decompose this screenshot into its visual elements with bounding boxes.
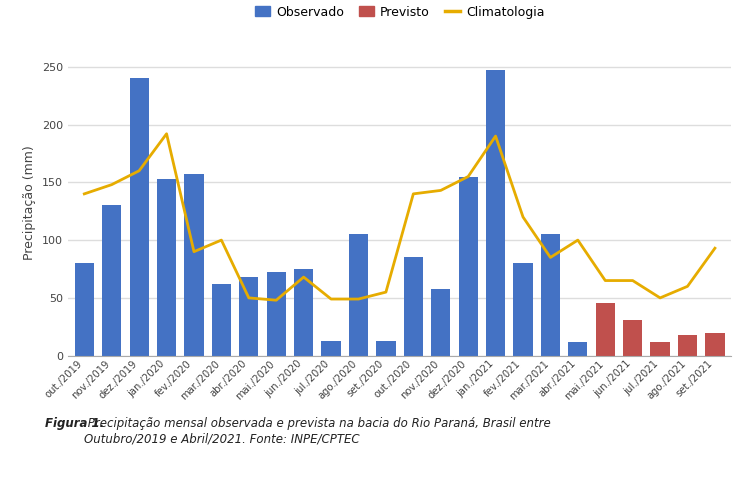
Bar	[376, 341, 396, 356]
Bar	[651, 342, 670, 356]
Bar	[294, 269, 313, 356]
Bar	[513, 263, 532, 356]
Bar	[157, 179, 176, 356]
Bar	[431, 288, 450, 356]
Text: Precipitação mensal observada e prevista na bacia do Rio Paraná, Brasil entre
Ou: Precipitação mensal observada e prevista…	[84, 417, 551, 446]
Bar	[75, 263, 94, 356]
Text: Figura 1.: Figura 1.	[45, 417, 104, 430]
Bar	[403, 257, 423, 356]
Bar	[596, 302, 615, 356]
Legend: Observado, Previsto, Climatologia: Observado, Previsto, Climatologia	[250, 0, 550, 24]
Bar	[102, 206, 121, 356]
Bar	[130, 78, 149, 356]
Y-axis label: Precipitação (mm): Precipitação (mm)	[23, 145, 36, 260]
Bar	[541, 234, 560, 356]
Bar	[349, 234, 368, 356]
Bar	[486, 70, 505, 356]
Bar	[321, 341, 341, 356]
Bar	[569, 342, 587, 356]
Bar	[678, 335, 697, 356]
Bar	[458, 176, 478, 356]
Bar	[185, 174, 204, 356]
Bar	[239, 277, 259, 356]
Bar	[267, 273, 286, 356]
Bar	[212, 284, 231, 356]
Bar	[623, 320, 642, 356]
Bar	[705, 332, 725, 356]
